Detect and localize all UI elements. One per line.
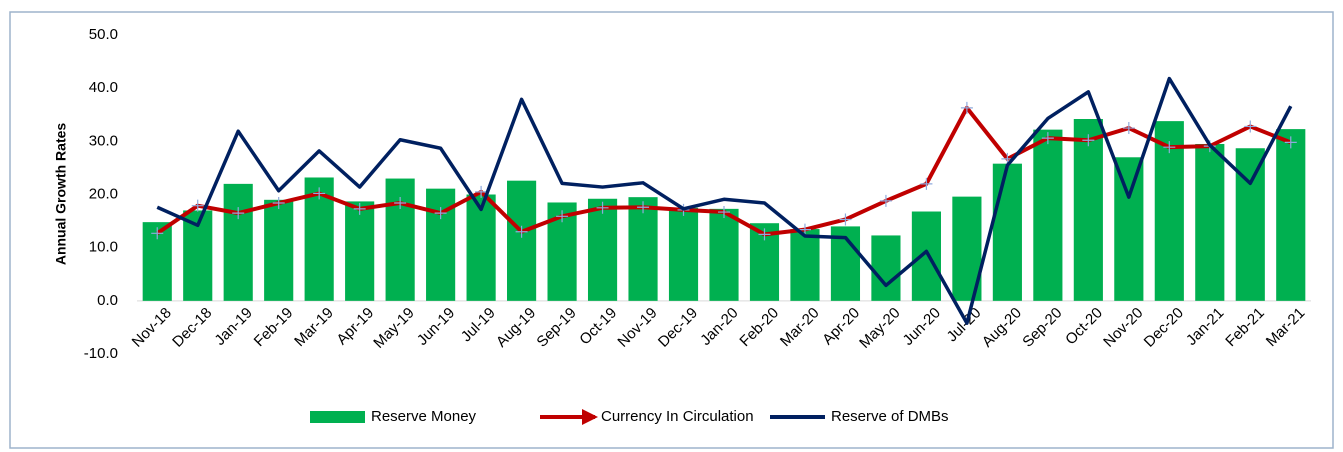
point-marker (1163, 141, 1176, 154)
legend-arrow (582, 409, 598, 425)
y-tick-label: 50.0 (89, 26, 118, 43)
bar (1195, 143, 1225, 301)
bar (385, 178, 415, 301)
bar (466, 194, 496, 301)
y-tick-label: 20.0 (89, 185, 118, 202)
bar (668, 207, 699, 301)
point-marker (839, 213, 852, 226)
legend-label: Reserve Money (371, 408, 477, 425)
bar (628, 197, 658, 301)
point-marker (637, 201, 650, 214)
point-marker (434, 207, 447, 220)
point-marker (191, 199, 204, 212)
point-marker (475, 185, 488, 198)
y-axis-label: Annual Growth Rates (53, 123, 69, 266)
bar (1114, 157, 1144, 301)
y-tick-label: 30.0 (89, 132, 118, 149)
bar (871, 235, 901, 301)
bar (709, 208, 739, 301)
point-marker (151, 227, 164, 240)
point-marker (718, 206, 730, 219)
bar (264, 199, 294, 301)
y-tick-label: -10.0 (84, 345, 118, 362)
bar (223, 183, 253, 301)
y-tick-label: 0.0 (97, 292, 118, 309)
point-marker (313, 187, 326, 200)
point-marker (1284, 136, 1297, 149)
point-marker (232, 207, 245, 220)
point-marker (920, 177, 933, 190)
point-marker (515, 225, 528, 238)
point-marker (394, 197, 407, 210)
point-marker (596, 201, 609, 214)
legend-swatch (310, 411, 365, 423)
bar (1235, 148, 1265, 301)
bar (992, 163, 1022, 301)
bar (790, 229, 820, 301)
point-marker (1244, 120, 1257, 133)
point-marker (556, 210, 569, 223)
bar (426, 188, 456, 301)
bar (507, 180, 537, 301)
point-marker (879, 194, 892, 207)
point-marker (353, 202, 366, 215)
bar (911, 211, 941, 301)
bar (1033, 129, 1063, 301)
legend-label: Reserve of DMBs (831, 408, 949, 425)
bar (587, 198, 618, 301)
point-marker (798, 223, 811, 236)
point-marker (1122, 122, 1135, 135)
bar (345, 201, 375, 301)
y-tick-label: 40.0 (89, 79, 118, 96)
point-marker (960, 101, 973, 114)
bar (1276, 129, 1306, 301)
point-marker (272, 197, 285, 210)
legend-label: Currency In Circulation (601, 408, 754, 425)
point-marker (758, 228, 771, 241)
point-marker (1082, 134, 1095, 147)
bar (1073, 119, 1103, 301)
point-marker (1041, 132, 1054, 145)
line (156, 76, 1293, 325)
y-tick-label: 10.0 (89, 239, 118, 256)
